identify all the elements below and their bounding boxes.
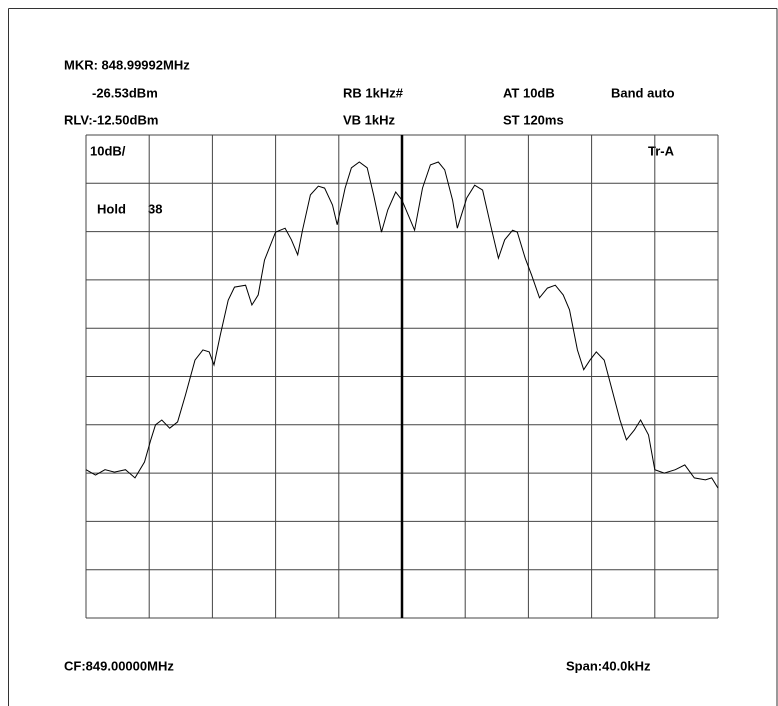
attenuation: AT 10dB [503, 85, 555, 100]
ref-level: RLV:-12.50dBm [64, 112, 158, 127]
sweep: ST 120ms [503, 112, 564, 127]
marker-freq: MKR: 848.99992MHz [64, 57, 190, 72]
trace-label: Tr-A [648, 143, 675, 158]
marker-level: -26.53dBm [92, 85, 158, 100]
scale: 10dB/ [90, 143, 126, 158]
rbw: RB 1kHz# [343, 85, 404, 100]
hold: Hold [97, 201, 126, 216]
trace [85, 161, 719, 489]
hold-count: 38 [148, 201, 162, 216]
band: Band auto [611, 85, 675, 100]
vbw: VB 1kHz [343, 112, 396, 127]
center-freq: CF:849.00000MHz [64, 658, 174, 673]
span: Span:40.0kHz [566, 658, 651, 673]
